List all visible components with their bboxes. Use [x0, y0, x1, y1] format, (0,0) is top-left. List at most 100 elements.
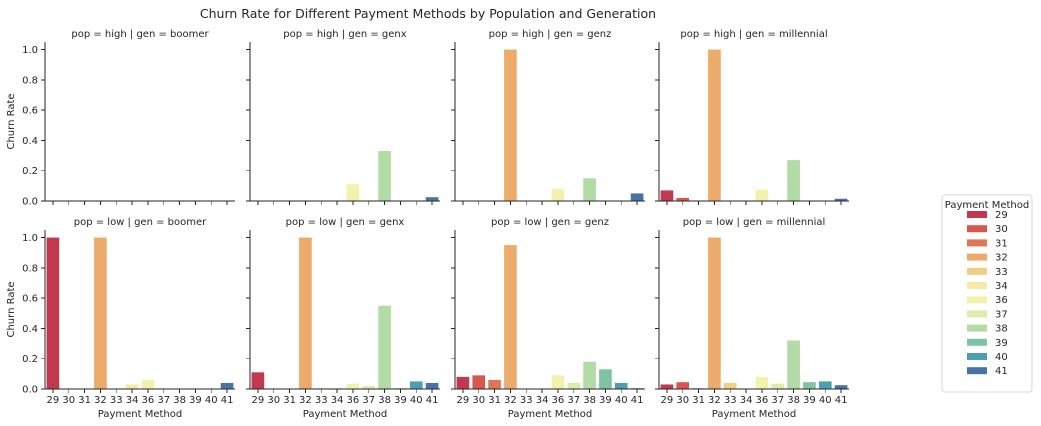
- facet-panel: pop = high | gen = genz: [451, 29, 645, 205]
- x-tick-label: 36: [347, 395, 360, 406]
- x-tick-label: 31: [488, 395, 501, 406]
- bar: [567, 382, 581, 389]
- x-tick-label: 31: [283, 395, 296, 406]
- x-axis-label: Payment Method: [508, 409, 592, 420]
- legend-label: 29: [995, 210, 1008, 221]
- facet-label: pop = low | gen = genx: [286, 217, 405, 228]
- x-tick-label: 38: [173, 395, 186, 406]
- y-tick-label: 0.4: [22, 324, 38, 335]
- bar: [803, 382, 816, 389]
- bar: [251, 372, 265, 389]
- bar: [46, 237, 60, 389]
- facet-label: pop = high | gen = genx: [283, 29, 406, 40]
- bar: [141, 379, 155, 389]
- facet-panel: pop = low | gen = genz 29 30 31 32 33 34 36 37 38…: [451, 217, 645, 420]
- facet-panel: pop = low | gen = genx 29 30 31 32 33 34 36 37 38…: [246, 217, 440, 420]
- x-tick-label: 30: [62, 395, 75, 406]
- x-tick-label: 30: [676, 395, 689, 406]
- legend-label: 33: [995, 267, 1008, 278]
- legend-label: 31: [995, 238, 1008, 249]
- x-tick-label: 41: [835, 395, 848, 406]
- y-tick-label: 1.0: [22, 233, 38, 244]
- bar: [346, 383, 360, 389]
- y-axis-label: Churn Rate: [6, 281, 17, 337]
- x-tick-label: 33: [724, 395, 737, 406]
- bar: [583, 178, 596, 201]
- x-tick-label: 32: [504, 395, 517, 406]
- x-tick-label: 37: [771, 395, 784, 406]
- legend-swatch: [967, 239, 987, 247]
- x-tick-label: 30: [472, 395, 485, 406]
- y-tick-label: 1.0: [22, 45, 38, 56]
- y-tick-label: 0.2: [22, 354, 38, 365]
- bar: [834, 198, 848, 201]
- bar: [551, 375, 565, 389]
- bar: [299, 237, 312, 389]
- bar: [220, 382, 234, 389]
- legend-label: 40: [995, 352, 1008, 363]
- legend-swatch: [967, 367, 987, 375]
- x-tick-label: 39: [803, 395, 816, 406]
- bar: [362, 385, 376, 389]
- bar: [771, 383, 785, 389]
- legend-swatch: [967, 282, 987, 289]
- bar: [834, 385, 848, 389]
- y-tick-label: 0.6: [22, 106, 38, 117]
- x-tick-label: 37: [567, 395, 580, 406]
- facet-label: pop = high | gen = millennial: [680, 29, 827, 40]
- legend-swatch: [967, 324, 987, 332]
- bar: [551, 188, 565, 201]
- legend-swatch: [967, 338, 987, 346]
- y-tick-label: 0.2: [22, 166, 38, 177]
- legend-label: 30: [995, 224, 1008, 235]
- x-tick-label: 33: [315, 395, 328, 406]
- x-tick-label: 40: [205, 395, 218, 406]
- bar: [676, 382, 690, 389]
- bar: [378, 151, 391, 201]
- bar: [425, 197, 439, 201]
- bar: [787, 160, 800, 201]
- bar: [583, 361, 596, 389]
- x-tick-label: 33: [110, 395, 123, 406]
- x-tick-label: 31: [78, 395, 91, 406]
- x-tick-label: 31: [692, 395, 705, 406]
- facet-panel: pop = low | gen = boomer 0.0 0.2 0.4 0.6 0.8 1…: [6, 217, 235, 420]
- facet-label: pop = low | gen = boomer: [74, 217, 207, 228]
- y-tick-label: 0.6: [22, 294, 38, 305]
- chart-title: Churn Rate for Different Payment Methods…: [200, 6, 656, 21]
- bar: [378, 305, 391, 389]
- facet-panel: pop = high | gen = boomer 0.0 0.2 0.4 0.6 0.8…: [6, 29, 235, 208]
- facet-label: pop = high | gen = boomer: [71, 29, 209, 40]
- x-tick-label: 38: [583, 395, 596, 406]
- bar: [456, 376, 470, 389]
- bar: [599, 369, 612, 389]
- bar: [787, 340, 800, 389]
- legend-swatch: [967, 267, 987, 275]
- bar: [755, 376, 769, 389]
- x-tick-label: 39: [189, 395, 202, 406]
- bar: [755, 189, 769, 201]
- x-tick-label: 38: [378, 395, 391, 406]
- x-tick-label: 36: [142, 395, 155, 406]
- legend-swatch: [967, 225, 987, 233]
- x-tick-label: 34: [536, 395, 549, 406]
- x-tick-label: 32: [299, 395, 312, 406]
- legend-label: 41: [995, 366, 1008, 377]
- bar: [818, 381, 832, 389]
- x-tick-label: 29: [661, 395, 674, 406]
- x-tick-label: 29: [252, 395, 265, 406]
- bar: [504, 49, 517, 201]
- bar: [472, 375, 486, 389]
- x-tick-label: 40: [819, 395, 832, 406]
- x-axis-label: Payment Method: [98, 409, 182, 420]
- legend-swatch: [967, 353, 987, 360]
- x-axis-label: Payment Method: [712, 409, 796, 420]
- x-tick-label: 41: [426, 395, 439, 406]
- facet-panel: pop = high | gen = millennial: [655, 29, 849, 205]
- legend-label: 32: [995, 253, 1008, 264]
- x-tick-label: 37: [362, 395, 375, 406]
- x-tick-label: 30: [267, 395, 280, 406]
- x-tick-label: 34: [126, 395, 139, 406]
- x-tick-label: 32: [708, 395, 721, 406]
